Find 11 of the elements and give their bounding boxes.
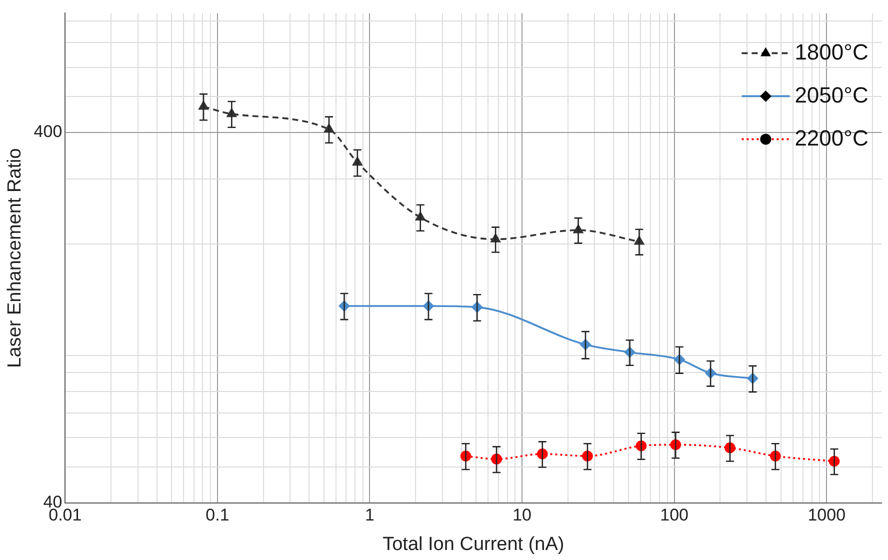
- legend-label: 2050°C: [794, 82, 868, 108]
- y-axis-title: Laser Enhancement Ratio: [4, 148, 26, 368]
- x-axis-title: Total Ion Current (nA): [382, 534, 564, 555]
- x-tick-label: 1000: [808, 506, 846, 525]
- y-tick-label: 400: [34, 122, 62, 142]
- x-tick-label: 10: [512, 506, 532, 525]
- legend-label: 1800°C: [794, 39, 868, 64]
- x-tick-label: 0.1: [206, 506, 230, 525]
- legend-label: 2200°C: [794, 125, 868, 150]
- x-tick-label: 100: [660, 506, 689, 525]
- x-tick-label: 1: [365, 506, 374, 525]
